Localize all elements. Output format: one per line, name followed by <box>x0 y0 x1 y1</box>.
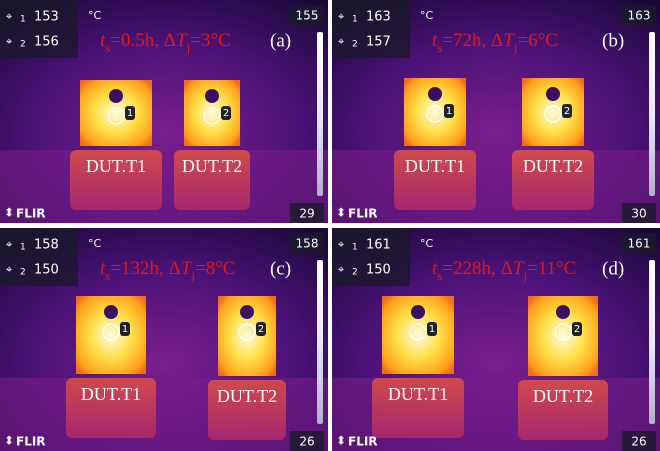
dut-label: DUT.T2 <box>533 386 593 406</box>
spot-value: 156 <box>34 35 59 50</box>
color-scale <box>317 260 323 424</box>
brand: FLIR <box>348 435 378 449</box>
spot-icon: ⌖ <box>6 238 12 251</box>
scale-max: 161 <box>628 237 651 251</box>
spot-id: 1 <box>352 15 358 25</box>
spot-id: 2 <box>20 40 26 50</box>
bench <box>0 150 328 223</box>
unit: °C <box>420 9 434 22</box>
spot-icon: ⌖ <box>6 263 12 276</box>
spot-id: 2 <box>352 268 358 278</box>
caption-part: =132h, Δ <box>110 258 180 279</box>
color-scale <box>649 32 655 196</box>
brand-icon: ⬍ <box>336 206 346 220</box>
unit: °C <box>88 237 102 250</box>
panel-label: (a) <box>270 30 291 51</box>
dut-hole <box>104 305 118 319</box>
caption-part: =72h, Δ <box>442 30 503 51</box>
caption-part: =11°C <box>527 258 576 279</box>
spot-id: 1 <box>20 15 26 25</box>
spot-value: 150 <box>366 263 391 278</box>
dut-label: DUT.T2 <box>523 156 583 176</box>
spot-icon: ⌖ <box>6 35 12 48</box>
brand-icon: ⬍ <box>336 434 346 448</box>
dut-label: DUT.T1 <box>388 384 448 404</box>
spot-id: 2 <box>352 40 358 50</box>
spot-icon: ⌖ <box>338 238 344 251</box>
spot-id: 1 <box>20 243 26 253</box>
dut-hole <box>240 305 254 319</box>
marker-number: 2 <box>223 108 229 119</box>
spot-value: 150 <box>34 263 59 278</box>
brand-icon: ⬍ <box>4 206 14 220</box>
figure: 1DUT.T12DUT.T2⌖1153⌖2156°C15529⬍FLIRts=0… <box>0 0 660 451</box>
marker-number: 1 <box>122 324 128 335</box>
dut-label: DUT.T2 <box>217 386 277 406</box>
spot-icon: ⌖ <box>338 263 344 276</box>
spot-id: 1 <box>352 243 358 253</box>
brand: FLIR <box>16 435 46 449</box>
brand-icon: ⬍ <box>4 434 14 448</box>
spot-value: 158 <box>34 238 59 253</box>
spot-icon: ⌖ <box>6 10 12 23</box>
scale-min: 26 <box>299 435 314 449</box>
dut-hole <box>411 305 425 319</box>
scale-max: 163 <box>628 9 651 23</box>
color-scale <box>317 32 323 196</box>
dut-label: DUT.T2 <box>182 156 242 176</box>
dut-hole <box>428 87 442 101</box>
panel-label: (d) <box>602 258 624 279</box>
caption-part: =6°C <box>517 30 558 51</box>
dut-hole <box>556 305 570 319</box>
marker-number: 2 <box>574 324 580 335</box>
spot-icon: ⌖ <box>338 35 344 48</box>
marker-number: 1 <box>127 108 133 119</box>
marker-number: 1 <box>446 106 452 117</box>
spot-value: 157 <box>366 35 391 50</box>
caption-part: =0.5h, Δ <box>110 30 176 51</box>
panel-label: (c) <box>270 258 291 279</box>
scale-min: 26 <box>631 435 646 449</box>
panel-label: (b) <box>602 30 624 51</box>
color-scale <box>649 260 655 424</box>
spot-value: 153 <box>34 10 59 25</box>
spot-value: 163 <box>366 10 391 25</box>
caption-part: =3°C <box>190 30 231 51</box>
brand: FLIR <box>16 207 46 221</box>
scale-min: 30 <box>631 207 646 221</box>
brand: FLIR <box>348 207 378 221</box>
spot-id: 2 <box>20 268 26 278</box>
dut-label: DUT.T1 <box>81 384 141 404</box>
scale-max: 158 <box>296 237 319 251</box>
scale-max: 155 <box>296 9 319 23</box>
dut-hole <box>109 89 123 103</box>
spot-icon: ⌖ <box>338 10 344 23</box>
unit: °C <box>420 237 434 250</box>
spot-value: 161 <box>366 238 391 253</box>
dut-hole <box>205 89 219 103</box>
dut-hole <box>546 87 560 101</box>
bench <box>332 150 660 223</box>
unit: °C <box>88 9 102 22</box>
caption-part: =8°C <box>195 258 236 279</box>
caption-part: =228h, Δ <box>442 258 512 279</box>
scale-min: 29 <box>299 207 314 221</box>
dut-label: DUT.T1 <box>405 156 465 176</box>
marker-number: 2 <box>564 106 570 117</box>
marker-number: 1 <box>429 324 435 335</box>
dut-label: DUT.T1 <box>86 156 146 176</box>
marker-number: 2 <box>258 324 264 335</box>
